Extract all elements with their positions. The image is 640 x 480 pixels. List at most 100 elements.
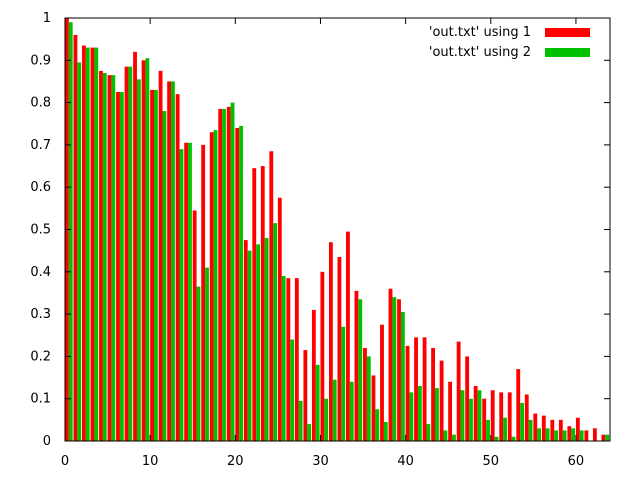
x-tick-label: 30 — [312, 454, 329, 469]
bar-series1-x45 — [448, 381, 453, 441]
bar-series1-x29 — [311, 309, 316, 441]
bar-series1-x18 — [218, 108, 223, 441]
bar-series1-x5 — [107, 75, 112, 442]
bar-series2-x18 — [222, 108, 226, 441]
bar-series1-x60 — [575, 417, 580, 441]
x-tick-label: 0 — [61, 454, 69, 469]
bar-series2-x35 — [366, 356, 371, 441]
legend-swatch-series1 — [545, 28, 590, 37]
y-tick-label: 0.3 — [30, 307, 51, 322]
y-tick-label: 0.4 — [30, 265, 51, 280]
bar-series2-x31 — [332, 379, 337, 441]
bar-series2-x19 — [230, 102, 235, 441]
bar-series2-x22 — [256, 244, 261, 441]
bar-series2-x5 — [111, 75, 116, 442]
bar-series1-x9 — [141, 60, 146, 442]
bars-group — [65, 18, 610, 442]
bar-series1-x41 — [414, 337, 418, 441]
bar-series1-x55 — [533, 413, 538, 441]
bar-series1-x46 — [456, 341, 461, 441]
bar-series1-x24 — [269, 151, 274, 441]
bar-series1-x54 — [524, 394, 529, 441]
bar-series2-x46 — [460, 390, 465, 441]
bar-series2-x50 — [494, 436, 499, 441]
y-tick-label: 0.9 — [30, 53, 51, 68]
bar-series1-x22 — [252, 168, 257, 442]
bar-series1-x48 — [473, 386, 478, 441]
bar-series1-x38 — [388, 288, 393, 441]
bar-series1-x20 — [235, 127, 240, 441]
bar-series1-x50 — [490, 390, 495, 441]
bar-series1-x14 — [184, 142, 189, 442]
bar-series2-x55 — [537, 428, 542, 441]
bar-series1-x44 — [439, 360, 444, 441]
bar-series2-x14 — [188, 142, 192, 442]
bar-series1-x61 — [584, 430, 589, 441]
bar-series1-x12 — [167, 81, 172, 441]
bar-series1-x31 — [328, 242, 333, 441]
bar-series2-x42 — [426, 424, 431, 441]
bar-series2-x59 — [571, 428, 576, 441]
bar-series2-x24 — [273, 223, 278, 441]
bar-series2-x8 — [136, 79, 141, 441]
x-tick-label: 60 — [568, 454, 585, 469]
bar-series2-x15 — [196, 286, 201, 441]
y-tick-label: 0.1 — [30, 392, 51, 407]
x-tick-label: 10 — [142, 454, 159, 469]
bar-series1-x63 — [601, 434, 606, 441]
bar-series1-x37 — [380, 324, 384, 441]
bar-series2-x56 — [545, 428, 550, 441]
y-tick-label: 0.7 — [30, 138, 51, 153]
bar-series1-x30 — [320, 271, 325, 441]
bar-series1-x25 — [277, 197, 282, 441]
bar-series1-x1 — [73, 34, 78, 442]
x-tick-label: 40 — [397, 454, 414, 469]
bar-series1-x28 — [303, 350, 308, 441]
bar-series2-x38 — [392, 297, 397, 441]
bar-series1-x51 — [499, 392, 504, 441]
legend: 'out.txt' using 1 'out.txt' using 2 — [429, 25, 590, 60]
bar-series2-x13 — [179, 149, 184, 441]
bar-series1-x7 — [124, 66, 129, 441]
y-tick-label: 0.8 — [30, 96, 51, 111]
bar-series2-x44 — [443, 430, 448, 441]
bar-series1-x47 — [465, 356, 470, 441]
bar-series1-x17 — [209, 132, 214, 441]
bar-series1-x57 — [550, 419, 555, 441]
bar-series2-x17 — [213, 130, 218, 441]
bar-series2-x9 — [145, 58, 150, 441]
bar-series2-x7 — [128, 66, 133, 441]
bar-series1-x42 — [422, 337, 427, 441]
y-tick-label: 1 — [43, 11, 51, 26]
bar-series2-x3 — [94, 47, 99, 442]
x-tick-label: 50 — [483, 454, 500, 469]
bar-series2-x57 — [554, 430, 559, 441]
bar-series2-x36 — [375, 409, 380, 441]
bar-series1-x40 — [405, 345, 410, 441]
bar-series1-x59 — [567, 426, 572, 441]
bar-series2-x53 — [520, 402, 524, 441]
bar-series2-x40 — [409, 392, 414, 441]
bar-series2-x39 — [400, 311, 405, 441]
bar-series1-x11 — [158, 70, 163, 442]
bar-series1-x13 — [175, 94, 180, 441]
ticks-group: 00.10.20.30.40.50.60.70.80.910 10 20 30 40 50… — [30, 11, 610, 469]
y-tick-label: 0.2 — [30, 349, 51, 364]
bar-series2-x51 — [503, 417, 507, 441]
bar-series1-x19 — [226, 106, 231, 441]
bar-series2-x21 — [247, 250, 252, 441]
bar-series1-x23 — [260, 166, 265, 442]
bar-series1-x2 — [82, 45, 86, 441]
bar-series2-x33 — [349, 381, 354, 441]
bar-series2-x49 — [486, 419, 490, 441]
bar-series1-x16 — [201, 144, 206, 441]
y-tick-label: 0.6 — [30, 180, 51, 195]
bar-series1-x26 — [286, 278, 291, 441]
bar-series1-x32 — [337, 257, 342, 441]
bar-series1-x53 — [516, 369, 521, 441]
bar-series2-x23 — [264, 237, 269, 441]
bar-series2-x28 — [307, 424, 312, 441]
bar-series2-x6 — [119, 92, 124, 441]
bar-series1-x3 — [90, 47, 95, 442]
